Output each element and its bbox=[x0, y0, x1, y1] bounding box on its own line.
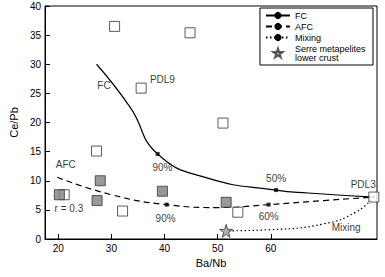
svg-text:35: 35 bbox=[30, 30, 42, 41]
svg-text:PDL3: PDL3 bbox=[351, 179, 376, 190]
svg-text:90%: 90% bbox=[152, 162, 172, 173]
svg-text:15: 15 bbox=[30, 146, 42, 157]
svg-text:30: 30 bbox=[106, 243, 118, 254]
svg-text:40: 40 bbox=[159, 243, 171, 254]
svg-text:FC: FC bbox=[97, 80, 110, 91]
svg-text:40: 40 bbox=[30, 1, 42, 12]
svg-text:Mixing: Mixing bbox=[332, 222, 361, 233]
svg-text:25: 25 bbox=[30, 88, 42, 99]
svg-text:10: 10 bbox=[30, 175, 42, 186]
svg-text:50%: 50% bbox=[266, 173, 286, 184]
svg-text:20: 20 bbox=[30, 117, 42, 128]
svg-text:50: 50 bbox=[212, 243, 224, 254]
svg-text:AFC: AFC bbox=[295, 22, 314, 32]
svg-text:AFC: AFC bbox=[56, 159, 76, 170]
svg-text:20: 20 bbox=[53, 243, 65, 254]
svg-text:30: 30 bbox=[30, 59, 42, 70]
svg-text:60: 60 bbox=[265, 243, 277, 254]
svg-text:PDL9: PDL9 bbox=[150, 74, 175, 85]
svg-text:Mixing: Mixing bbox=[295, 33, 321, 43]
svg-text:Ce/Pb: Ce/Pb bbox=[8, 107, 20, 138]
svg-text:Ba/Nb: Ba/Nb bbox=[196, 257, 227, 269]
svg-text:Serre metapelites: Serre metapelites bbox=[295, 43, 368, 54]
svg-text:FC: FC bbox=[295, 11, 307, 21]
svg-text:0: 0 bbox=[35, 234, 41, 245]
svg-text:90%: 90% bbox=[156, 213, 176, 224]
svg-text:r = 0.3: r = 0.3 bbox=[55, 203, 84, 214]
svg-text:5: 5 bbox=[35, 204, 41, 215]
svg-text:lower crust: lower crust bbox=[295, 53, 339, 63]
svg-text:60%: 60% bbox=[259, 211, 279, 222]
